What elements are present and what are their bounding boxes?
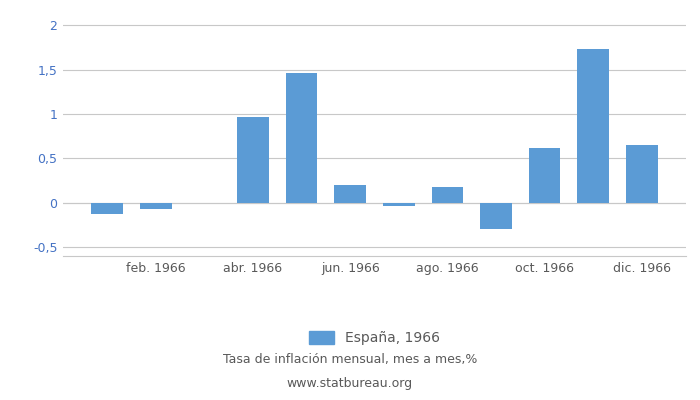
Bar <box>140 203 172 209</box>
Bar <box>529 148 561 203</box>
Text: Tasa de inflación mensual, mes a mes,%: Tasa de inflación mensual, mes a mes,% <box>223 354 477 366</box>
Text: www.statbureau.org: www.statbureau.org <box>287 378 413 390</box>
Bar <box>480 203 512 229</box>
Bar <box>286 73 317 203</box>
Bar <box>626 145 658 203</box>
Bar <box>335 185 366 203</box>
Bar <box>383 203 414 206</box>
Legend: España, 1966: España, 1966 <box>309 331 440 345</box>
Bar <box>91 203 123 214</box>
Bar <box>432 187 463 203</box>
Bar <box>578 49 609 203</box>
Bar <box>237 117 269 203</box>
